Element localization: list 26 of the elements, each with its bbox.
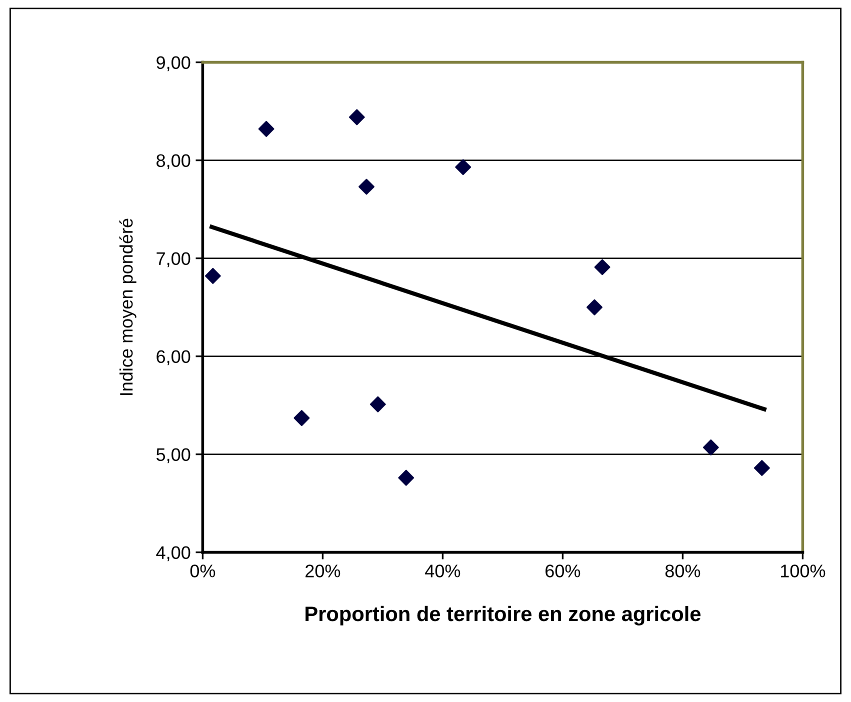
point <box>258 120 274 137</box>
y-tick-label: 6,00 <box>156 350 190 366</box>
point <box>702 439 719 456</box>
y-tick-label: 8,00 <box>156 154 190 170</box>
y-axis-title: Indice moyen pondéré <box>119 218 136 395</box>
y-tick-label: 5,00 <box>156 448 190 464</box>
x-axis-title: Proportion de territoire en zone agricole <box>306 606 701 626</box>
x-tick-label: 20% <box>306 564 340 578</box>
point <box>358 178 374 195</box>
point <box>348 109 365 126</box>
point <box>294 410 310 426</box>
point <box>398 470 414 486</box>
point <box>594 259 610 276</box>
x-tick-label: 0% <box>190 564 216 578</box>
point <box>370 396 386 412</box>
point <box>754 460 770 476</box>
point <box>204 268 221 284</box>
point <box>586 299 602 316</box>
x-tick-label: 60% <box>546 564 580 578</box>
y-tick-label: 9,00 <box>156 56 190 72</box>
y-tick-label: 7,00 <box>156 252 190 268</box>
x-tick-label: 40% <box>425 564 460 578</box>
x-tick-label: 80% <box>665 564 700 578</box>
y-tick-label: 4,00 <box>156 546 190 562</box>
point <box>455 159 472 176</box>
x-tick-label: 100% <box>780 564 826 578</box>
